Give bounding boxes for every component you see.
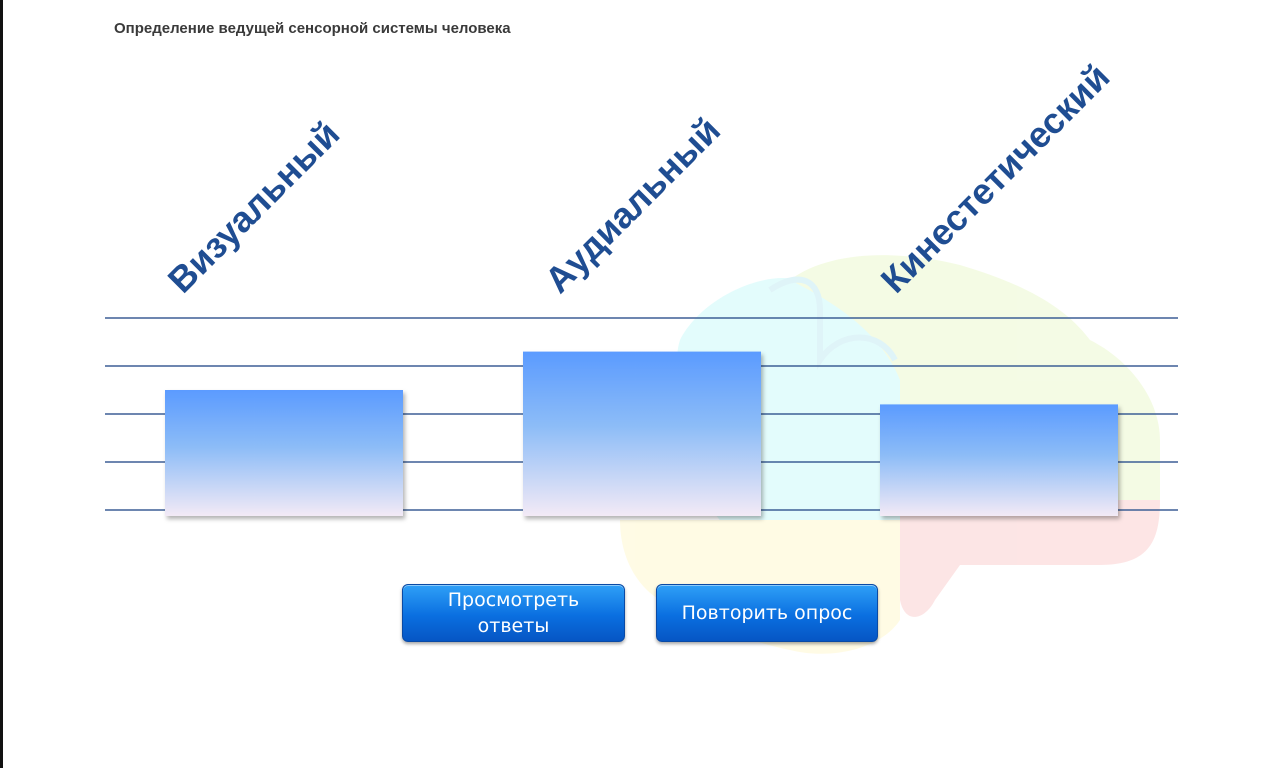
watermark-outline xyxy=(768,276,898,370)
bars xyxy=(165,351,1118,516)
category-label-0: Визуальный xyxy=(160,113,348,301)
window-left-border xyxy=(0,0,3,768)
page-title: Определение ведущей сенсорной системы че… xyxy=(114,20,511,37)
repeat-survey-button[interactable]: Повторить опрос xyxy=(656,584,878,642)
bar-0 xyxy=(165,390,403,516)
bar-2 xyxy=(880,404,1118,516)
view-answers-button[interactable]: Просмотреть ответы xyxy=(402,584,625,642)
watermark-red-shape xyxy=(900,500,1160,617)
category-labels: Визуальный Аудиальный Кинестетический xyxy=(160,56,1118,301)
category-label-1: Аудиальный xyxy=(537,109,728,300)
category-label-2: Кинестетический xyxy=(873,56,1118,301)
bar-1 xyxy=(523,351,761,516)
